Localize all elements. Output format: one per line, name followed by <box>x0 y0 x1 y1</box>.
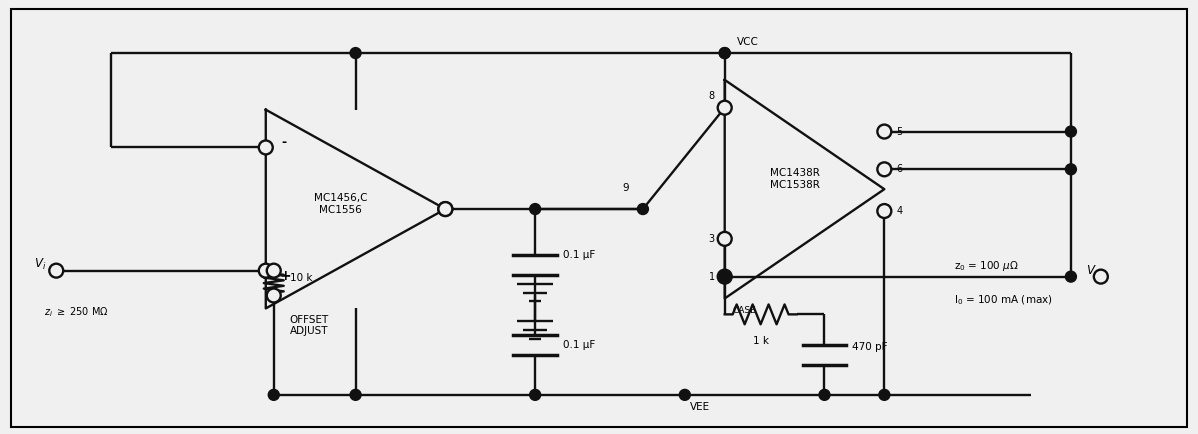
Text: OFFSET
ADJUST: OFFSET ADJUST <box>290 315 329 336</box>
Text: 1 k: 1 k <box>752 336 769 346</box>
Circle shape <box>679 389 690 400</box>
Circle shape <box>877 162 891 176</box>
Text: CASE: CASE <box>733 306 756 316</box>
Text: 3: 3 <box>708 234 715 244</box>
Circle shape <box>819 389 830 400</box>
Text: MC1456,C
MC1556: MC1456,C MC1556 <box>314 193 368 215</box>
Text: 9: 9 <box>623 183 629 193</box>
Circle shape <box>1065 164 1076 175</box>
Text: 8: 8 <box>708 91 715 101</box>
Circle shape <box>438 202 453 216</box>
Circle shape <box>718 270 732 283</box>
Circle shape <box>719 48 731 59</box>
Text: 4: 4 <box>896 206 902 216</box>
Circle shape <box>719 271 731 282</box>
Text: I$_0$ = 100 mA (max): I$_0$ = 100 mA (max) <box>954 294 1053 307</box>
Circle shape <box>267 289 280 302</box>
Text: z$_0$ = 100 $\mu\Omega$: z$_0$ = 100 $\mu\Omega$ <box>954 259 1019 273</box>
Text: 0.1 μF: 0.1 μF <box>563 340 595 350</box>
Circle shape <box>259 264 273 278</box>
Circle shape <box>718 101 732 115</box>
Circle shape <box>877 204 891 218</box>
Circle shape <box>268 389 279 400</box>
Text: VEE: VEE <box>690 402 710 412</box>
Circle shape <box>719 48 731 59</box>
Text: 6: 6 <box>896 164 902 174</box>
Circle shape <box>1065 126 1076 137</box>
Circle shape <box>350 48 361 59</box>
Text: 10 k: 10 k <box>290 273 313 283</box>
Circle shape <box>719 271 731 282</box>
Circle shape <box>267 264 280 278</box>
Text: $V_o$: $V_o$ <box>1085 264 1101 279</box>
Text: +: + <box>280 269 291 283</box>
Text: 5: 5 <box>896 127 902 137</box>
Circle shape <box>877 125 891 138</box>
Circle shape <box>350 389 361 400</box>
Circle shape <box>438 202 453 216</box>
Text: 1: 1 <box>708 272 715 282</box>
Text: MC1438R
MC1538R: MC1438R MC1538R <box>769 168 819 190</box>
Circle shape <box>530 204 540 214</box>
Circle shape <box>49 264 63 278</box>
Circle shape <box>1094 270 1108 283</box>
Text: $V_i$: $V_i$ <box>34 257 47 272</box>
Text: 470 pF: 470 pF <box>853 342 888 352</box>
Text: VCC: VCC <box>737 37 758 47</box>
Circle shape <box>1065 271 1076 282</box>
Circle shape <box>718 232 732 246</box>
Text: -: - <box>282 136 286 149</box>
Circle shape <box>637 204 648 214</box>
Text: 0.1 μF: 0.1 μF <box>563 250 595 260</box>
Text: $z_i$ $\geq$ 250 M$\Omega$: $z_i$ $\geq$ 250 M$\Omega$ <box>44 306 109 319</box>
Circle shape <box>530 389 540 400</box>
Circle shape <box>879 389 890 400</box>
Circle shape <box>259 141 273 155</box>
